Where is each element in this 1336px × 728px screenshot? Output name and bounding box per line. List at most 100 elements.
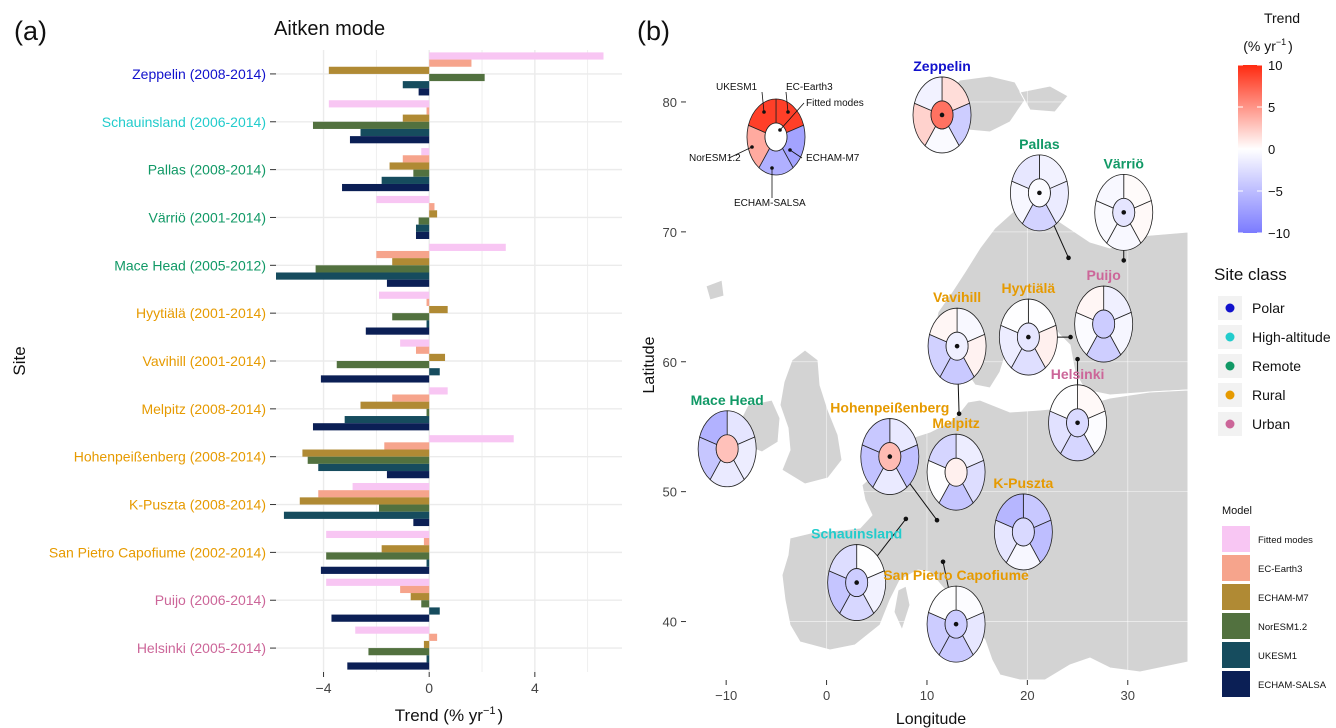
trend-legend-unit-exponent: −1 xyxy=(1276,37,1286,47)
bar-noresm1-2 xyxy=(315,265,430,273)
bar-echam-salsa xyxy=(418,88,430,96)
glyph-hyyti-l xyxy=(999,298,1058,376)
bar-ukesm1 xyxy=(381,176,430,184)
panel-a-x-ticks: −4 0 4 xyxy=(316,672,539,696)
bar-echam-salsa xyxy=(331,614,430,622)
lat-tick-label: 50 xyxy=(663,485,677,500)
colorbar-tick-label: 5 xyxy=(1268,100,1275,115)
bar-ec-earth3 xyxy=(429,633,438,641)
bar-fitted-modes xyxy=(352,483,430,491)
glyph-center-dot xyxy=(953,621,959,627)
model-swatch-ec-earth3 xyxy=(1222,555,1250,581)
panel-a-tag: (a) xyxy=(14,16,47,46)
bar-echam-m7 xyxy=(360,401,430,409)
site-label: Helsinki (2005-2014) xyxy=(137,640,266,656)
model-label: Fitted modes xyxy=(1258,535,1313,546)
bar-echam-m7 xyxy=(299,497,430,505)
panel-a-bars xyxy=(276,52,604,670)
site-label: Hohenpeißenberg (2008-2014) xyxy=(74,449,266,465)
bar-ukesm1 xyxy=(344,416,430,424)
segment-key xyxy=(728,91,806,198)
key-label-fitted: Fitted modes xyxy=(806,98,864,109)
bar-echam-salsa xyxy=(365,327,430,335)
lon-tick-label: 30 xyxy=(1121,688,1135,703)
site-name: Melpitz xyxy=(932,415,979,431)
colorbar-tick-label: 10 xyxy=(1268,58,1282,73)
bar-noresm1-2 xyxy=(426,408,430,417)
glyph-center-dot xyxy=(939,112,945,118)
bar-ec-earth3 xyxy=(400,585,430,594)
panel-a-x-axis-label: Trend (% yr−1) xyxy=(395,705,503,725)
land-corsica-sardinia xyxy=(893,585,911,632)
site-glyphs xyxy=(697,76,1154,663)
site-class-label: High-altitude xyxy=(1252,329,1331,345)
segment-fitted-modes xyxy=(944,457,968,487)
bar-echam-m7 xyxy=(429,305,448,314)
lon-tick-label: −10 xyxy=(715,688,737,703)
glyph-center-dot xyxy=(954,343,960,349)
glyph-k-puszta xyxy=(994,493,1053,571)
site-label: Melpitz (2008-2014) xyxy=(141,401,266,417)
site-label: Puijo (2006-2014) xyxy=(155,592,266,608)
segment-fitted-modes xyxy=(1011,517,1035,547)
panel-b-tag: (b) xyxy=(637,16,670,46)
panel-a-x-axis-label-main: Trend (% yr xyxy=(395,706,484,725)
bar-echam-m7 xyxy=(389,162,430,170)
bar-fitted-modes xyxy=(429,52,604,60)
x-tick-label: −4 xyxy=(316,680,332,696)
key-glyph xyxy=(746,98,806,176)
key-label-echam-m7: ECHAM-M7 xyxy=(806,153,860,164)
map-x-axis-label: Longitude xyxy=(896,711,966,728)
site-location-dot xyxy=(940,559,946,565)
lat-tick-label: 60 xyxy=(663,355,677,370)
colorbar-tick-label: −10 xyxy=(1268,226,1290,241)
model-swatch-ukesm1 xyxy=(1222,642,1250,668)
site-name: Värriö xyxy=(1104,155,1144,171)
segment-fitted-modes xyxy=(1092,309,1116,339)
bar-ukesm1 xyxy=(429,368,440,376)
bar-ukesm1 xyxy=(429,607,440,615)
panel-a: Zeppelin (2008-2014) Schauinsland (2006-2… xyxy=(10,16,622,725)
trend-legend-unit-close: ) xyxy=(1288,38,1293,54)
bar-ukesm1 xyxy=(276,272,430,280)
site-label: Värriö (2001-2014) xyxy=(148,209,266,225)
key-leader xyxy=(789,149,803,159)
glyph-pallas xyxy=(1010,154,1069,232)
model-label: UKESM1 xyxy=(1258,651,1297,662)
lon-tick-label: 0 xyxy=(823,688,830,703)
bar-echam-m7 xyxy=(410,593,430,601)
site-label: Mace Head (2005-2012) xyxy=(114,257,266,273)
site-name: Hohenpeißenberg xyxy=(830,400,949,416)
key-label-echam-salsa: ECHAM-SALSA xyxy=(734,198,806,209)
bar-echam-m7 xyxy=(392,258,430,266)
bar-fitted-modes xyxy=(429,243,506,251)
panel-a-x-axis-label-close: ) xyxy=(498,706,504,725)
bar-ec-earth3 xyxy=(318,490,430,498)
bar-noresm1-2 xyxy=(312,121,430,129)
bar-fitted-modes xyxy=(328,100,430,108)
glyph-puijo xyxy=(1074,285,1134,363)
x-tick-label: 4 xyxy=(531,680,539,696)
bar-echam-salsa xyxy=(320,566,430,574)
bar-fitted-modes xyxy=(400,339,430,347)
bar-ec-earth3 xyxy=(415,346,430,354)
model-label: EC-Earth3 xyxy=(1258,564,1302,575)
bar-noresm1-2 xyxy=(307,456,430,464)
glyph-center-dot xyxy=(1037,190,1042,196)
bar-noresm1-2 xyxy=(336,361,430,369)
model-label: ECHAM-M7 xyxy=(1258,593,1309,604)
trend-legend-title: Trend xyxy=(1264,10,1300,26)
site-class-dot-urban xyxy=(1225,419,1235,429)
key-leader xyxy=(785,91,789,113)
site-label: Vavihill (2001-2014) xyxy=(143,353,266,369)
bar-ukesm1 xyxy=(426,559,430,567)
site-class-dot-remote xyxy=(1225,361,1235,371)
site-name: K-Puszta xyxy=(993,475,1053,491)
site-location-dot xyxy=(1068,334,1073,340)
key-leader-dot xyxy=(778,128,782,132)
bar-fitted-modes xyxy=(376,195,430,204)
bar-echam-m7 xyxy=(302,449,430,457)
site-class-label: Rural xyxy=(1252,387,1285,403)
key-label-noresm: NorESM1.2 xyxy=(689,153,741,164)
